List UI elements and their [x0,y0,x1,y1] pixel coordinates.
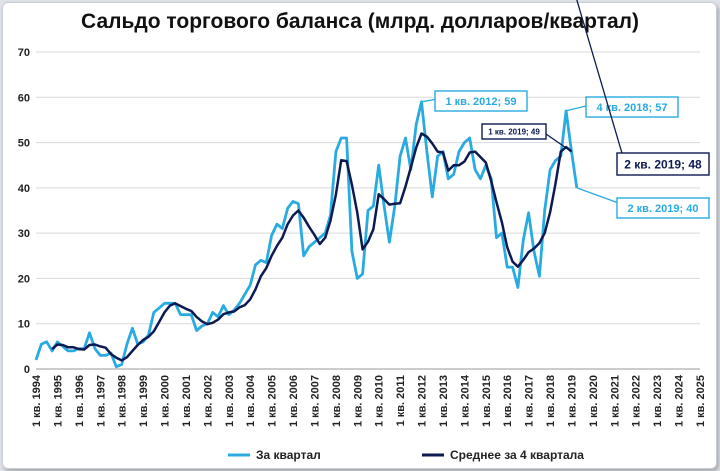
annotation-leader [545,133,572,153]
annotation-label: 2 кв. 2019; 48 [624,157,702,171]
legend-label: За квартал [256,448,321,462]
x-tick-label: 1 кв. 2017 [524,375,536,427]
y-tick-label: 0 [24,364,30,376]
chart-title: Сальдо торгового баланса (млрд. долларов… [81,10,639,33]
legend: За квартал Среднее за 4 квартала [228,448,584,462]
x-tick-label: 1 кв. 2003 [224,375,236,427]
x-tick-label: 1 кв. 2004 [245,374,257,427]
x-tick-label: 1 кв. 2012 [417,375,429,427]
legend-label: Среднее за 4 квартала [450,448,584,462]
annotation-box [616,152,710,176]
x-tick-label: 1 кв. 2006 [288,375,300,427]
x-tick-label: 1 кв. 2016 [502,375,514,427]
x-tick-label: 1 кв. 1999 [138,375,150,427]
annotation-box [481,123,547,140]
x-tick-label: 1 кв. 2010 [374,375,386,427]
annotation-leader [576,187,625,206]
x-tick-label: 1 кв. 2019 [566,375,578,427]
series-lines [34,100,579,369]
x-tick-label: 1 кв. 2009 [352,375,364,427]
x-tick-label: 1 кв. 2005 [267,375,279,427]
x-tick-label: 1 кв. 2021 [609,375,621,427]
x-tick-label: 1 кв. 2022 [631,375,643,427]
annotation-label: 4 кв. 2018; 57 [597,102,668,114]
x-tick-label: 1 кв. 2007 [309,375,321,427]
x-tick-label: 1 кв. 2015 [481,375,493,427]
x-tick-label: 1 кв. 1996 [74,375,86,427]
x-tick-label: 1 кв. 2011 [395,375,407,426]
y-tick-label: 40 [18,183,30,195]
y-tick-label: 30 [18,228,30,240]
annotation-leader [576,0,625,161]
series-line-avg4 [51,132,573,362]
y-tick-label: 60 [18,92,30,104]
series-line-quarterly [34,100,579,369]
annotation-label: 1 кв. 2019; 49 [488,127,540,136]
annotation-box [434,90,528,112]
x-tick-label: 1 кв. 1997 [95,375,107,427]
x-tick-label: 1 кв. 2001 [181,375,193,427]
x-tick-label: 1 кв. 1995 [52,375,64,427]
annotation-label: 1 кв. 2012; 59 [446,96,517,108]
x-tick-label: 1 кв. 2023 [652,375,664,427]
x-tick-label: 1 кв. 2025 [695,375,707,427]
x-tick-label: 1 кв. 2000 [160,375,172,427]
x-tick-label: 1 кв. 2024 [674,374,686,427]
x-tick-label: 1 кв. 2018 [545,375,557,427]
y-tick-label: 70 [18,47,30,59]
y-tick-label: 50 [18,138,30,150]
y-axis: 0 10 20 30 40 50 60 70 [18,47,30,376]
x-axis: 1 кв. 1994 1 кв. 1995 1 кв. 1996 1 кв. 1997… [31,374,707,427]
x-tick-label: 1 кв. 2014 [459,374,471,427]
x-tick-label: 1 кв. 1998 [117,375,129,427]
annotations: 1 кв. 2012; 59 4 кв. 2018; 57 1 кв. 2019; … [421,0,710,219]
y-tick-label: 20 [18,273,30,285]
x-tick-label: 1 кв. 2008 [331,375,343,427]
y-tick-label: 10 [18,319,30,331]
annotation-label: 2 кв. 2019; 40 [628,203,699,215]
x-tick-label: 1 кв. 2020 [588,375,600,427]
x-tick-label: 1 кв. 2013 [438,375,450,427]
x-tick-label: 1 кв. 2002 [202,375,214,427]
x-tick-label: 1 кв. 1994 [31,374,43,427]
annotation-box [616,197,710,219]
annotation-box [585,96,679,118]
